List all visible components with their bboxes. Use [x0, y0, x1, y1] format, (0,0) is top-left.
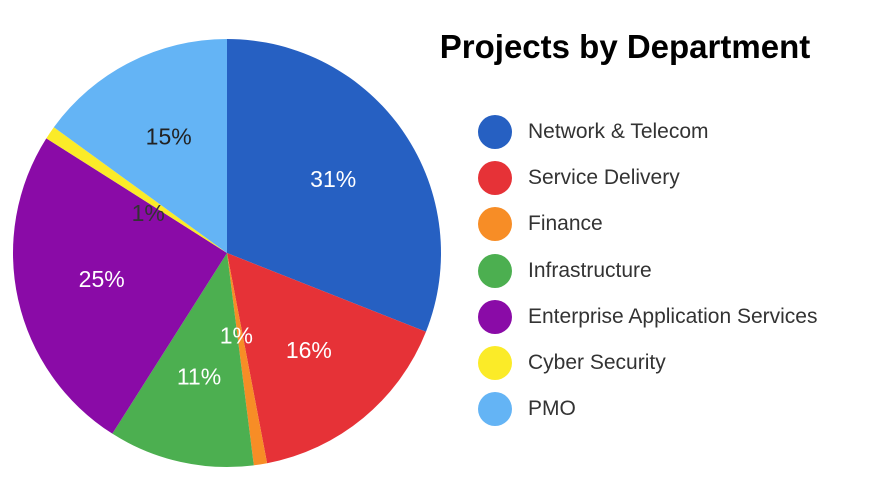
legend-label: Finance	[528, 212, 603, 236]
legend-swatch	[478, 161, 512, 196]
slice-label-cyber-security: 1%	[132, 200, 165, 226]
legend-item: Finance	[478, 201, 817, 247]
slice-label-enterprise-application-services: 25%	[79, 266, 125, 292]
legend-item: Cyber Security	[478, 340, 817, 386]
legend-item: Enterprise Application Services	[478, 294, 817, 340]
legend-label: Infrastructure	[528, 258, 652, 282]
legend-item: PMO	[478, 386, 817, 432]
legend-swatch	[478, 253, 512, 288]
slice-label-pmo: 15%	[146, 124, 192, 150]
legend-swatch	[478, 207, 512, 242]
slice-label-service-delivery: 16%	[286, 337, 332, 363]
pie-slice-pmo	[53, 39, 227, 253]
pie-slice-finance	[227, 253, 268, 466]
slice-label-network-telecom: 31%	[310, 166, 356, 192]
legend-label: Cyber Security	[528, 351, 666, 375]
legend-item: Service Delivery	[478, 155, 817, 201]
chart-title: Projects by Department	[439, 28, 811, 65]
legend-swatch	[478, 346, 512, 381]
legend-label: PMO	[528, 397, 576, 421]
legend-swatch	[478, 299, 512, 334]
chart-legend: Network & Telecom Service Delivery Finance…	[478, 109, 817, 432]
legend-item: Infrastructure	[478, 248, 817, 294]
legend-label: Service Delivery	[528, 166, 680, 190]
pie-chart: 31% 16% 1% 11% 25% 1% 15%	[12, 39, 441, 468]
legend-swatch	[478, 392, 512, 427]
legend-label: Network & Telecom	[528, 120, 709, 144]
legend-swatch	[478, 115, 512, 150]
legend-item: Network & Telecom	[478, 109, 817, 155]
pie-slice-infrastructure	[112, 253, 254, 468]
pie-slice-cyber-security	[46, 127, 227, 253]
pie-slice-network-telecom	[227, 39, 441, 332]
slice-label-finance: 1%	[220, 323, 253, 349]
pie-slice-service-delivery	[227, 253, 426, 464]
pie-slice-enterprise-application-services	[12, 138, 227, 434]
slice-label-infrastructure: 11%	[177, 363, 221, 389]
legend-label: Enterprise Application Services	[528, 304, 818, 328]
